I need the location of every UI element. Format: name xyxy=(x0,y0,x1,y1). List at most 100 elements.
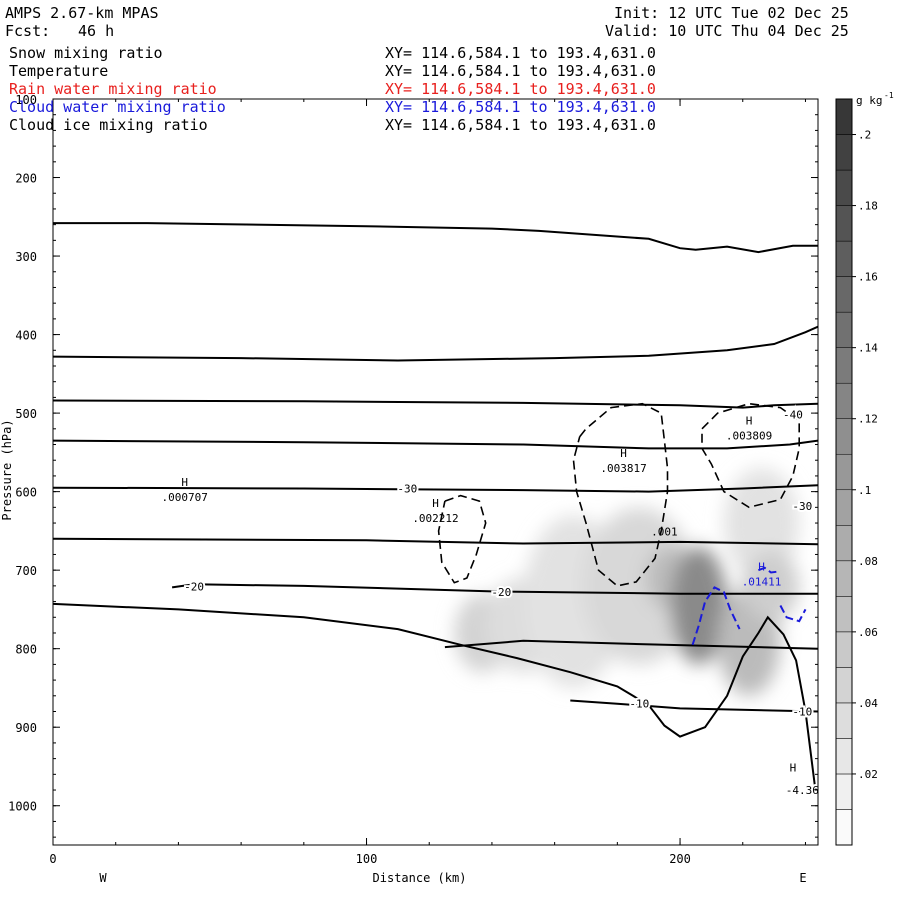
temperature-contour xyxy=(444,639,818,650)
y-tick-label: 700 xyxy=(15,564,37,578)
shading-blob xyxy=(723,468,800,579)
colorbar-cell xyxy=(835,98,853,135)
colorbar-cell xyxy=(835,347,853,384)
colorbar-cell xyxy=(835,134,853,171)
colorbar-label: .06 xyxy=(858,626,878,639)
legend-field-name: Cloud ice mixing ratio xyxy=(9,116,208,134)
snow-contour xyxy=(701,402,800,509)
colorbar-label: .16 xyxy=(858,271,878,284)
temperature-contour xyxy=(53,399,818,409)
legend-field-range: XY= 114.6,584.1 to 193.4,631.0 xyxy=(385,62,656,80)
temperature-contour xyxy=(53,484,818,493)
contour-label: .001 xyxy=(651,526,678,539)
colorbar-cell xyxy=(835,453,853,491)
shading-blob xyxy=(582,507,696,665)
temperature-contour xyxy=(53,325,818,362)
y-tick-label: 800 xyxy=(15,643,37,657)
colorbar-label: .18 xyxy=(858,200,878,213)
colorbar-cell xyxy=(835,525,853,562)
colorbar-label: .02 xyxy=(858,768,878,781)
colorbar-cell xyxy=(835,489,853,526)
colorbar-cell xyxy=(835,169,853,206)
colorbar-label: .04 xyxy=(858,697,878,710)
west-label: W xyxy=(99,871,107,885)
y-tick-label: 900 xyxy=(15,721,37,735)
maximum-value: .003809 xyxy=(726,430,772,443)
temperature-contour xyxy=(171,583,818,595)
y-tick-label: 200 xyxy=(15,172,37,186)
model-title: AMPS 2.67-km MPAS xyxy=(5,4,159,22)
temperature-label: -10 xyxy=(792,706,812,719)
legend-field-range: XY= 114.6,584.1 to 193.4,631.0 xyxy=(385,80,656,98)
valid-time: Valid: 10 UTC Thu 04 Dec 25 xyxy=(605,22,849,40)
colorbar-frame xyxy=(835,98,853,846)
y-tick-label: 100 xyxy=(15,93,37,107)
legend-field-range: XY= 114.6,584.1 to 193.4,631.0 xyxy=(385,98,656,116)
terrain-outline xyxy=(52,602,819,794)
temperature-label: -30 xyxy=(792,500,812,513)
colorbar-cell xyxy=(835,240,853,277)
colorbar-cell xyxy=(835,596,853,633)
forecast-label: Fcst: xyxy=(5,22,51,40)
colorbar-cell xyxy=(835,773,853,810)
colorbar-cell xyxy=(835,382,853,419)
legend-field-range: XY= 114.6,584.1 to 193.4,631.0 xyxy=(385,116,656,134)
temperature-contour xyxy=(570,699,818,713)
cloud-water-contour xyxy=(691,586,741,646)
x-tick-label: 200 xyxy=(669,852,691,866)
y-tick-label: 500 xyxy=(15,407,37,421)
colorbar-cell xyxy=(835,809,853,846)
colorbar-cell xyxy=(835,667,853,704)
colorbar-label: .2 xyxy=(858,129,871,142)
maximum-value: .003817 xyxy=(600,462,646,475)
shading-blob xyxy=(670,546,728,665)
x-tick-label: 0 xyxy=(49,852,56,866)
init-time: Init: 12 UTC Tue 02 Dec 25 xyxy=(614,4,849,22)
colorbar-cell xyxy=(835,560,853,597)
maximum-marker: H xyxy=(432,497,439,510)
temperature-contour xyxy=(53,439,818,450)
maximum-value: .000707 xyxy=(162,491,208,504)
colorbar-cell xyxy=(835,702,853,739)
y-tick-label: 300 xyxy=(15,250,37,264)
forecast-hours: 46 h xyxy=(78,22,115,40)
y-tick-label: 400 xyxy=(15,329,37,343)
maximum-value: .01411 xyxy=(742,576,782,589)
maximum-marker: H xyxy=(790,762,797,775)
temperature-label: -30 xyxy=(397,482,417,495)
colorbar-cell xyxy=(835,205,853,242)
snow-contour xyxy=(437,494,487,584)
legend-field-name: Cloud water mixing ratio xyxy=(9,98,226,116)
y-tick-label: 1000 xyxy=(8,800,37,814)
colorbar-cell xyxy=(835,738,853,775)
maximum-marker: H xyxy=(620,447,627,460)
colorbar-cell xyxy=(835,276,853,313)
shading-blob xyxy=(742,550,800,622)
colorbar-label: .12 xyxy=(858,413,878,426)
east-label: E xyxy=(799,871,806,885)
temperature-label: -4.36 xyxy=(786,784,819,797)
colorbar-cell xyxy=(835,631,853,668)
y-axis-label: Pressure (hPa) xyxy=(0,419,14,520)
maximum-marker: H xyxy=(746,415,753,428)
maximum-marker: H xyxy=(181,476,188,489)
temperature-label: -40 xyxy=(783,409,803,422)
legend-field-name: Rain water mixing ratio xyxy=(9,80,217,98)
x-tick-label: 100 xyxy=(356,852,378,866)
snow-contour xyxy=(572,402,669,587)
cloud-water-contour xyxy=(779,605,807,623)
colorbar-label: .1 xyxy=(858,484,871,497)
y-tick-label: 600 xyxy=(15,486,37,500)
maximum-value: .002212 xyxy=(412,512,458,525)
legend-field-range: XY= 114.6,584.1 to 193.4,631.0 xyxy=(385,44,656,62)
temperature-contour xyxy=(53,537,818,546)
snow-mixing-ratio-shading xyxy=(454,468,800,696)
temperature-contour xyxy=(53,222,818,254)
x-axis-label: Distance (km) xyxy=(373,871,467,885)
plot-frame xyxy=(52,98,819,846)
colorbar-label: .08 xyxy=(858,555,878,568)
colorbar-unit: g kg xyxy=(856,94,883,107)
legend-field-name: Snow mixing ratio xyxy=(9,44,163,62)
temperature-label: -10 xyxy=(629,698,649,711)
